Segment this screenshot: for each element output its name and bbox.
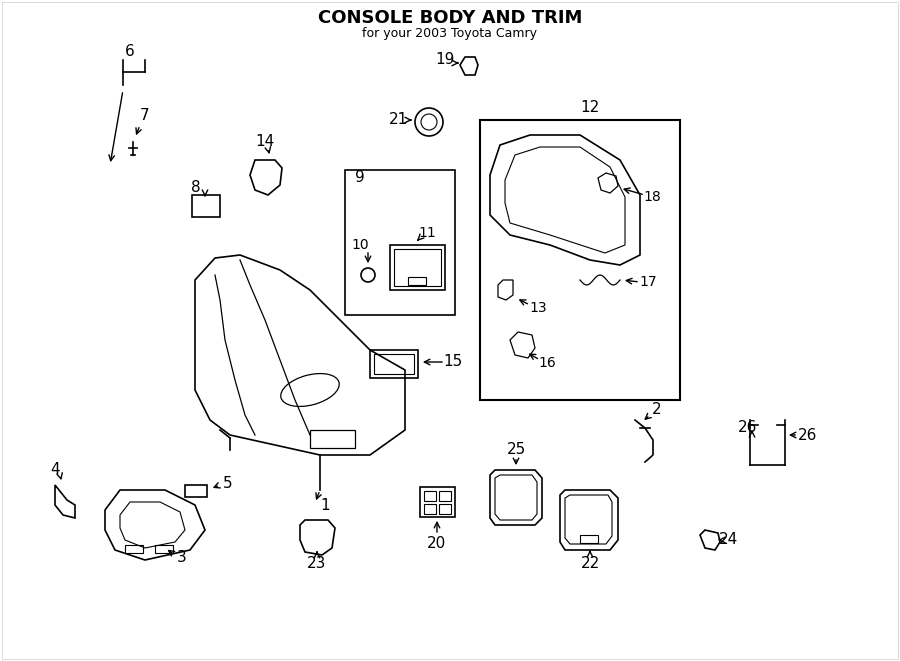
Bar — [394, 249, 441, 286]
Bar — [424, 504, 436, 514]
Text: 1: 1 — [320, 498, 329, 512]
Bar — [390, 245, 445, 290]
Text: 25: 25 — [507, 442, 526, 457]
Bar — [439, 491, 451, 501]
Text: 16: 16 — [538, 356, 556, 370]
Text: 12: 12 — [580, 100, 599, 116]
Text: 6: 6 — [125, 44, 135, 59]
Text: 3: 3 — [177, 551, 187, 566]
Text: 24: 24 — [719, 533, 739, 547]
Bar — [185, 485, 207, 497]
Bar — [345, 170, 455, 315]
Text: 9: 9 — [356, 171, 364, 186]
Bar — [155, 545, 173, 553]
Text: 26: 26 — [798, 428, 818, 442]
Bar — [580, 535, 598, 543]
Text: 19: 19 — [436, 52, 454, 67]
Bar — [480, 120, 680, 400]
Bar — [125, 545, 143, 553]
Bar — [370, 350, 418, 378]
Text: 21: 21 — [389, 112, 408, 128]
Text: 7: 7 — [140, 108, 149, 122]
Text: 22: 22 — [580, 555, 599, 570]
Text: 2: 2 — [652, 403, 662, 418]
Text: 23: 23 — [307, 555, 327, 570]
Text: 11: 11 — [418, 226, 436, 240]
Text: 20: 20 — [428, 535, 446, 551]
Text: 5: 5 — [223, 477, 233, 492]
Text: 13: 13 — [529, 301, 547, 315]
Text: 17: 17 — [639, 275, 657, 289]
Text: 26: 26 — [738, 420, 758, 434]
Text: 14: 14 — [256, 134, 274, 149]
Bar — [408, 277, 426, 285]
Bar — [310, 430, 355, 448]
Text: 4: 4 — [50, 463, 59, 477]
Bar — [192, 195, 220, 217]
Text: CONSOLE BODY AND TRIM: CONSOLE BODY AND TRIM — [318, 9, 582, 27]
Text: 8: 8 — [191, 180, 201, 196]
Text: for your 2003 Toyota Camry: for your 2003 Toyota Camry — [363, 26, 537, 40]
Bar — [439, 504, 451, 514]
Bar — [424, 491, 436, 501]
Bar — [420, 487, 455, 517]
Text: 10: 10 — [351, 238, 369, 252]
Text: 15: 15 — [444, 354, 463, 369]
Text: 18: 18 — [644, 190, 661, 204]
Bar — [374, 354, 414, 374]
